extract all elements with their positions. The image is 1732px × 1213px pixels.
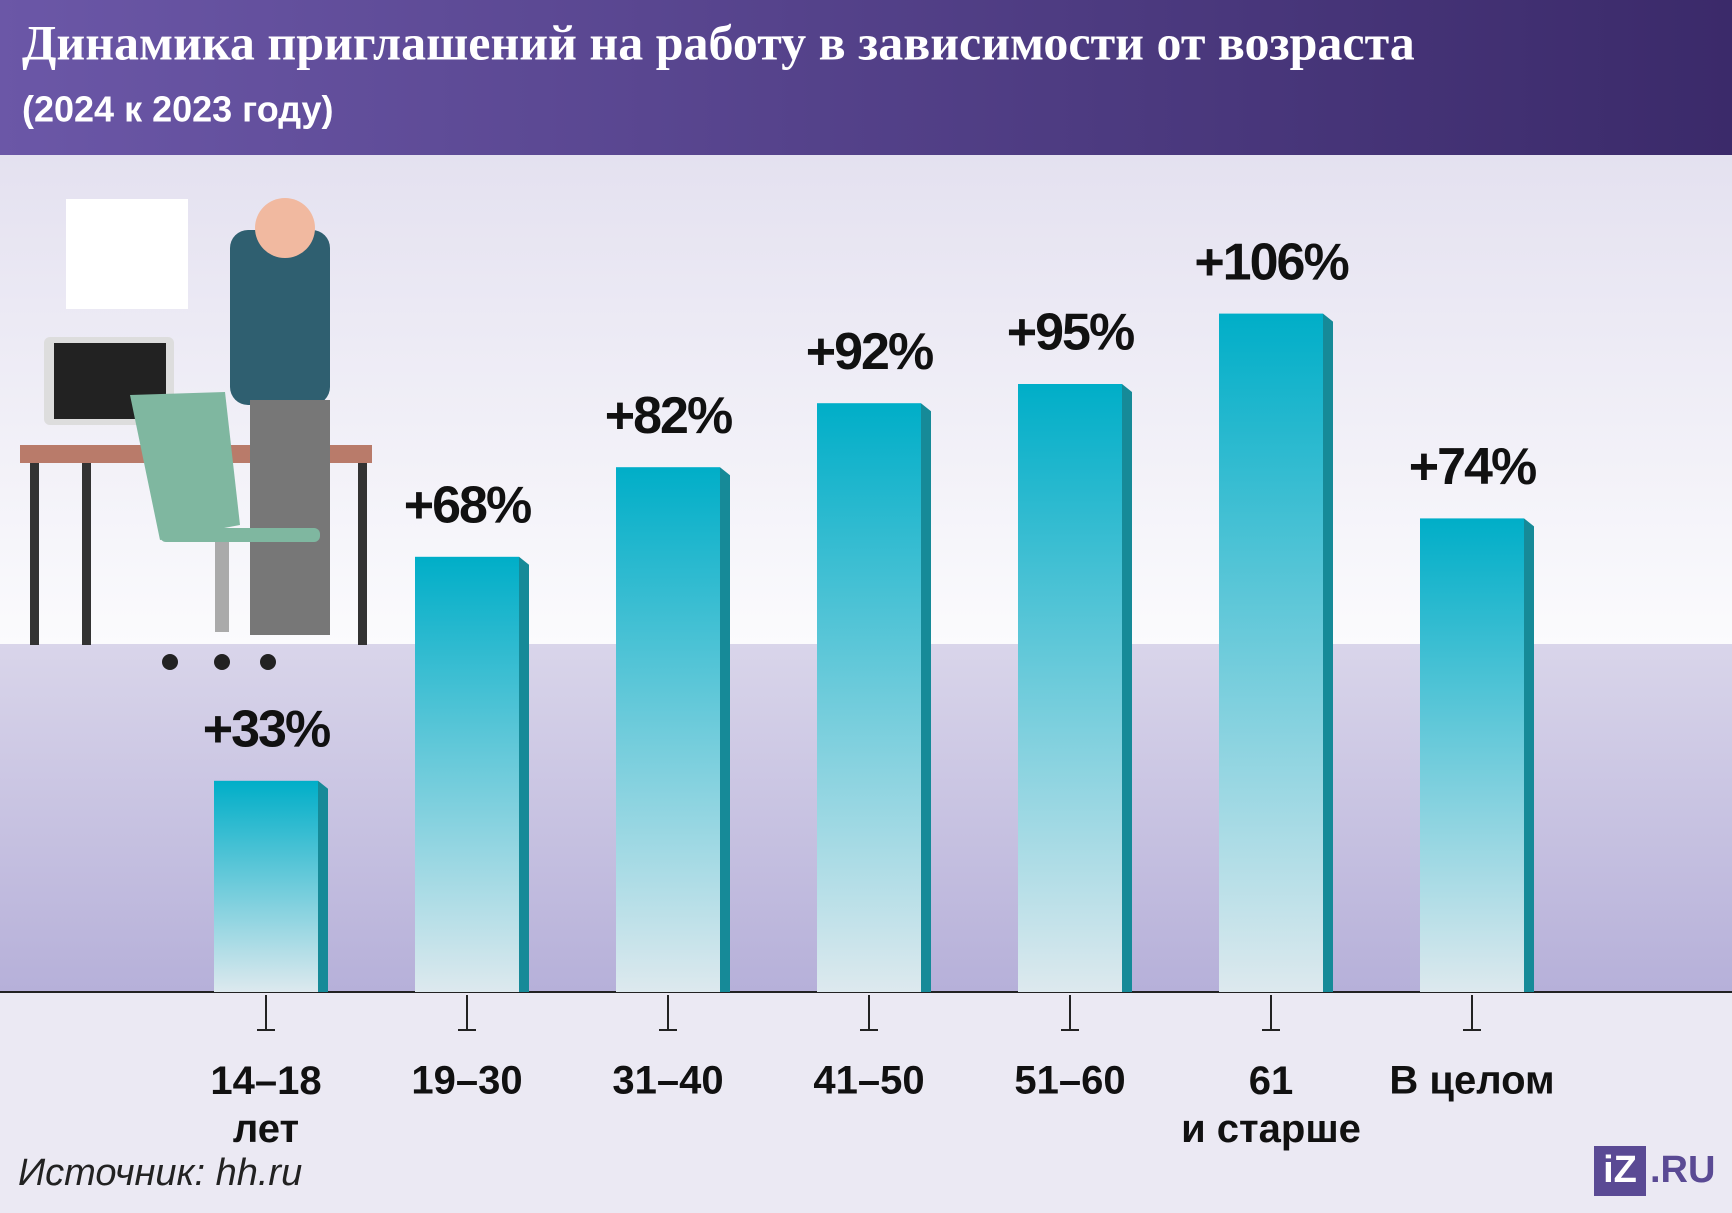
illustration — [20, 198, 372, 670]
x-tick-label: 19–30 — [411, 1059, 522, 1103]
value-label: +68% — [404, 477, 531, 535]
value-label: +95% — [1007, 304, 1134, 362]
logo: iZ — [1603, 1149, 1637, 1191]
bar — [214, 780, 318, 992]
logo: .RU — [1650, 1149, 1715, 1191]
bar-side — [318, 780, 328, 992]
bar — [1018, 384, 1122, 992]
bar-side — [1122, 384, 1132, 992]
bar — [415, 556, 519, 992]
background — [0, 992, 1732, 1213]
value-label: +74% — [1409, 438, 1536, 496]
value-label: +33% — [203, 701, 330, 759]
chart-subtitle: (2024 к 2023 году) — [22, 89, 334, 130]
bar-side — [1323, 313, 1333, 993]
logo-box — [1594, 1146, 1646, 1196]
bar — [817, 403, 921, 992]
header — [0, 0, 1732, 155]
bar-side — [519, 556, 529, 992]
chart-title: Динамика приглашений на работу в зависим… — [22, 14, 1415, 70]
bar-side — [1524, 518, 1534, 992]
value-label: +106% — [1194, 233, 1348, 291]
x-tick-label: 41–50 — [813, 1059, 924, 1103]
bar — [1420, 518, 1524, 992]
x-tick-label: 51–60 — [1014, 1059, 1125, 1103]
bar-side — [921, 403, 931, 992]
source: Источник: hh.ru — [18, 1152, 302, 1194]
x-tick-label: 14–18 лет — [210, 1059, 321, 1151]
value-label: +82% — [605, 387, 732, 445]
bar — [1219, 313, 1323, 993]
x-tick-label: 61 и старше — [1181, 1059, 1361, 1151]
value-label: +92% — [806, 323, 933, 381]
bar-side — [720, 467, 730, 992]
x-tick-label: 31–40 — [612, 1059, 723, 1103]
bar — [616, 467, 720, 992]
x-tick-label: В целом — [1389, 1059, 1554, 1103]
